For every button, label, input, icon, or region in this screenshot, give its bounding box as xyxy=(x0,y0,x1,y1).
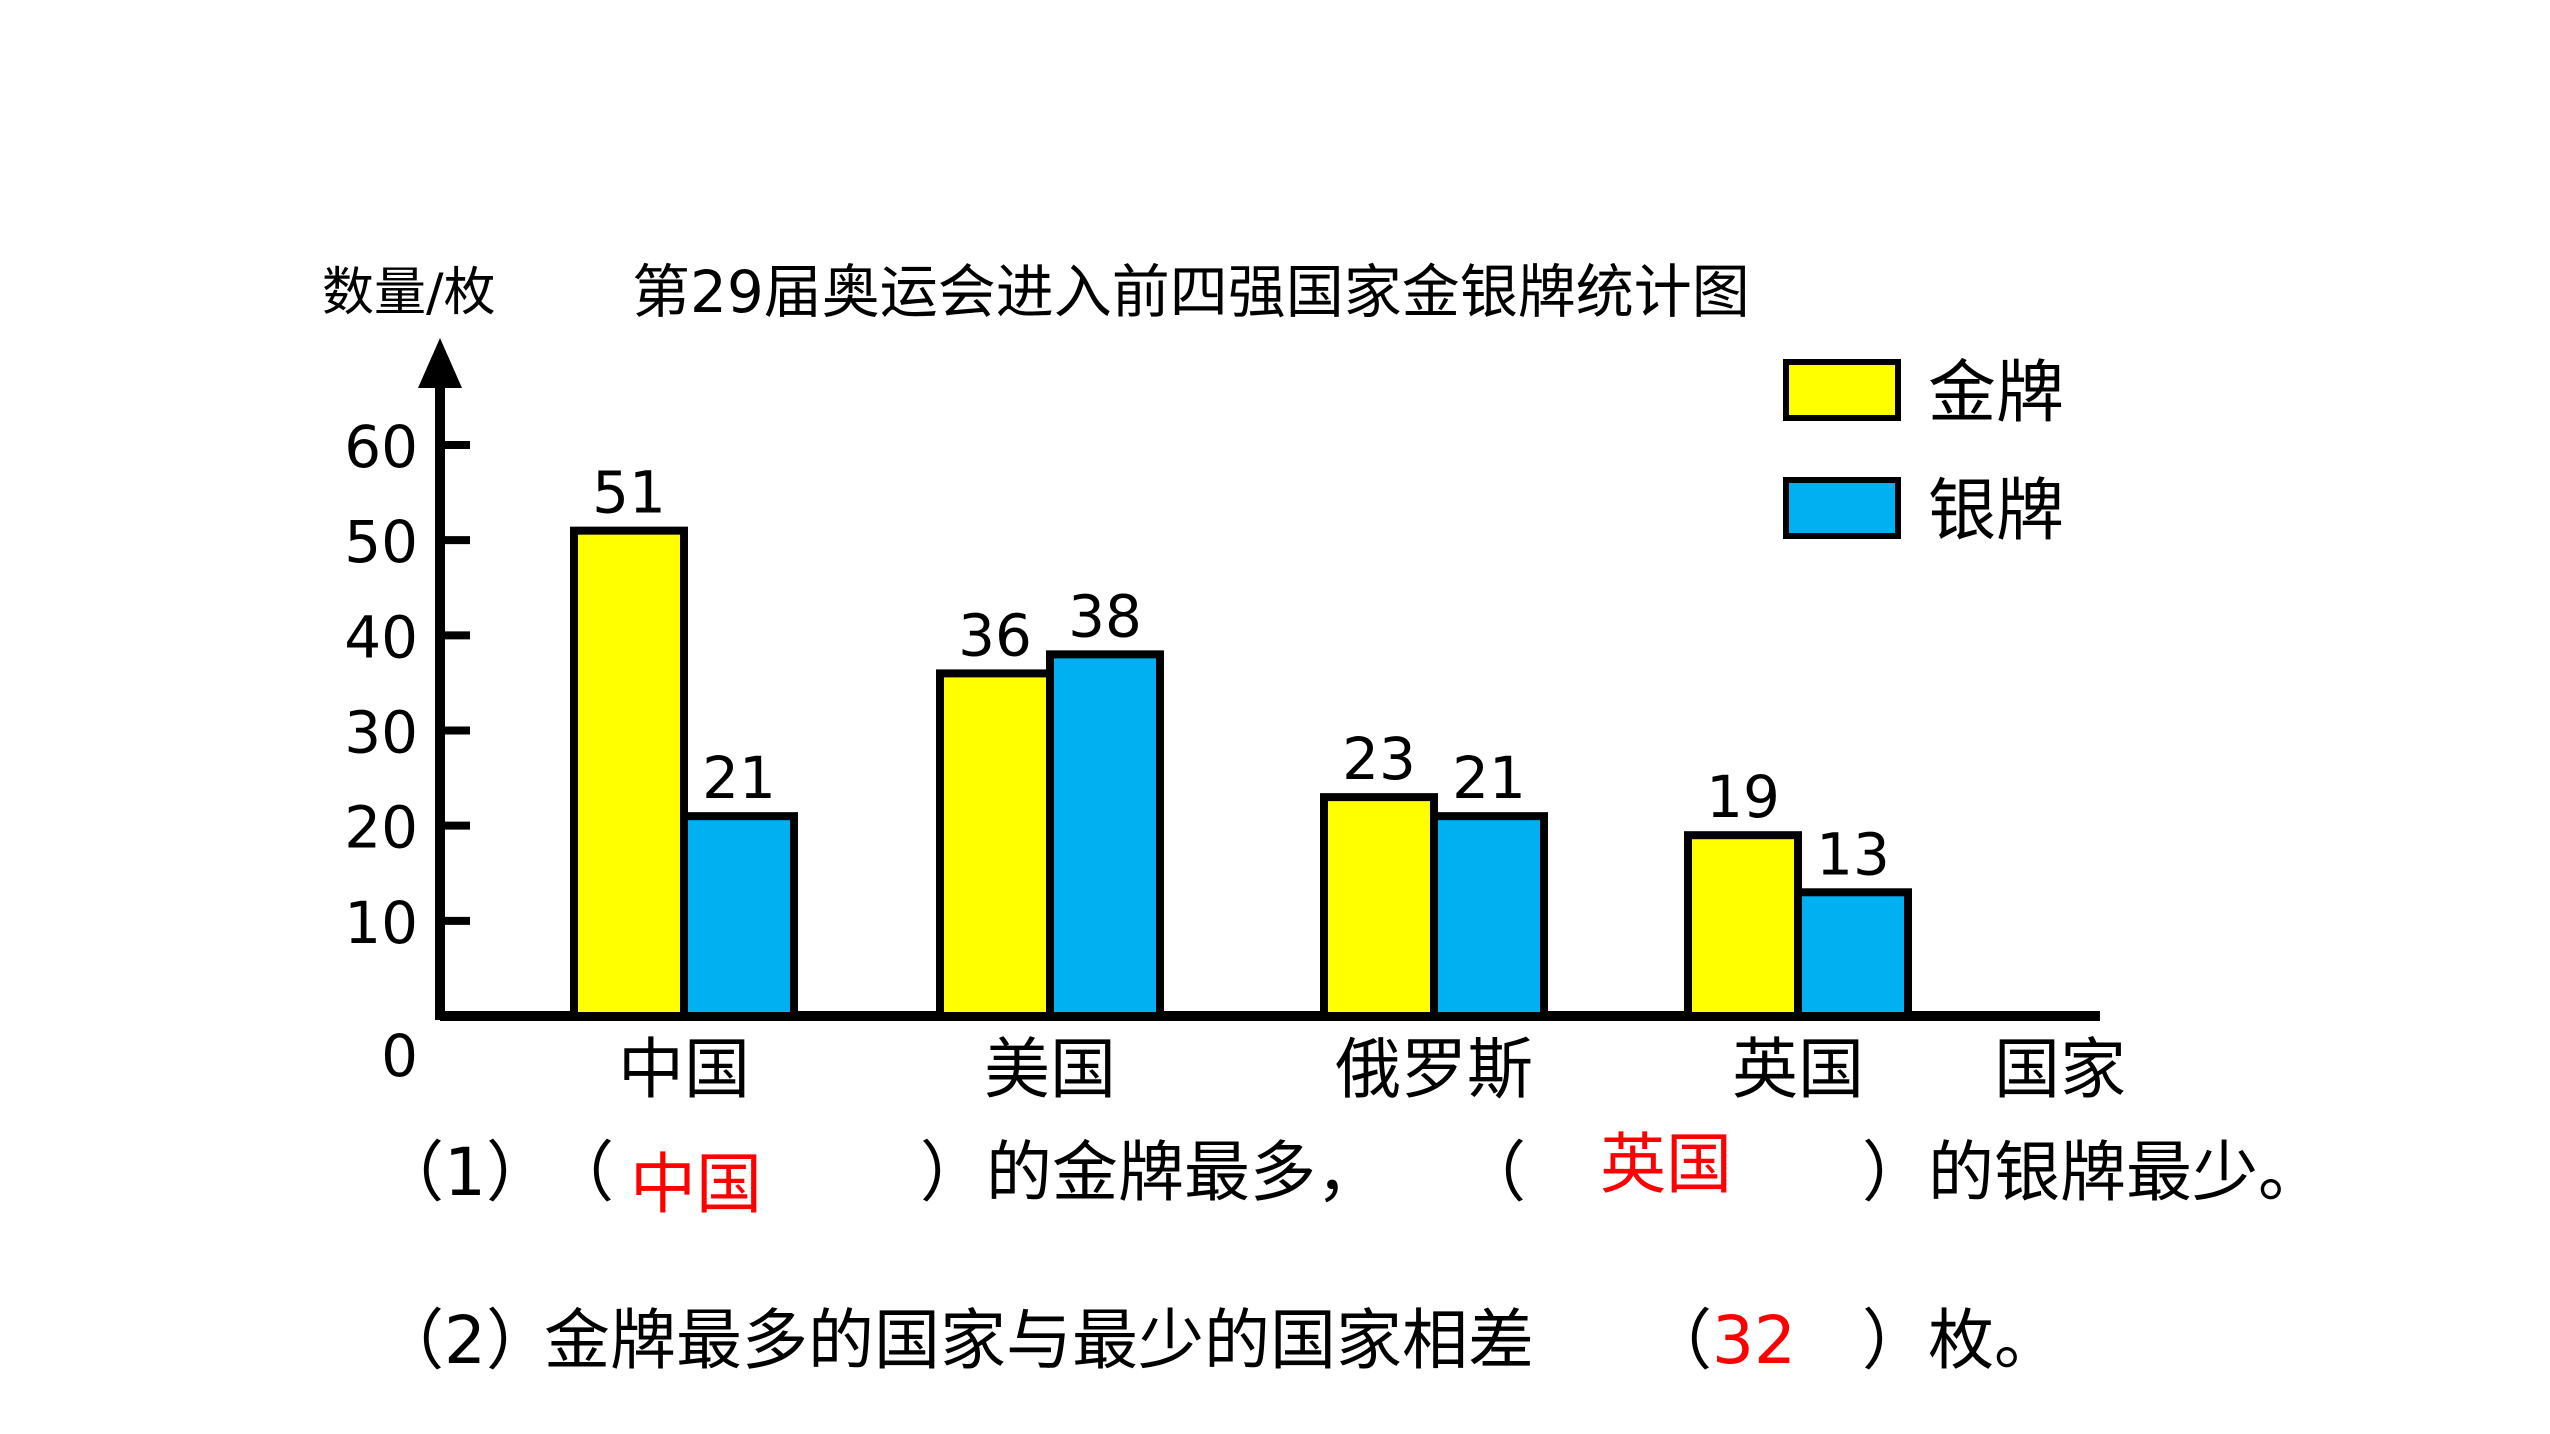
question-1-open-2: （ xyxy=(1460,1134,1526,1211)
question-1-close-1: ）的金牌最多， xyxy=(920,1134,1382,1211)
bar-silver xyxy=(1794,888,1912,1020)
question-2-open: （ xyxy=(1646,1302,1712,1379)
data-label: 23 xyxy=(1342,725,1416,793)
data-labels: 51 21 36 38 23 21 19 13 xyxy=(592,459,1890,889)
y-axis-unit-label: 数量/枚 xyxy=(322,263,496,323)
bar-gold xyxy=(1320,793,1438,1020)
data-label: 13 xyxy=(1816,820,1890,888)
data-label: 21 xyxy=(1452,744,1526,812)
legend-swatch xyxy=(1783,359,1901,421)
y-tick-label: 40 xyxy=(344,603,418,671)
question-2-close: ）枚。 xyxy=(1862,1302,2060,1379)
question-2-number: （2） xyxy=(378,1302,552,1379)
category-label: 美国 xyxy=(984,1031,1116,1108)
y-axis-ticks: 0 10 20 30 40 50 60 xyxy=(344,413,470,1090)
y-tick-label: 50 xyxy=(344,508,418,576)
data-label: 51 xyxy=(592,459,666,527)
data-label: 21 xyxy=(702,744,776,812)
legend-swatch xyxy=(1783,477,1901,539)
y-tick-label: 30 xyxy=(344,699,418,767)
category-label: 中国 xyxy=(618,1031,750,1108)
question-2-answer: 32 xyxy=(1712,1302,1796,1379)
bar-gold xyxy=(570,526,688,1021)
y-tick-label: 20 xyxy=(344,794,418,862)
category-label: 俄罗斯 xyxy=(1335,1031,1533,1108)
question-1-answer-2: 英国 xyxy=(1600,1126,1732,1203)
bars xyxy=(570,526,1912,1021)
x-axis-unit-label: 国家 xyxy=(1994,1031,2126,1108)
question-1-number: （1） xyxy=(378,1134,552,1211)
legend-label: 银牌 xyxy=(1928,472,2064,551)
y-tick-label: 0 xyxy=(381,1022,418,1090)
bar-gold xyxy=(1684,831,1802,1021)
bar-silver xyxy=(1046,650,1164,1020)
y-tick-label: 10 xyxy=(344,889,418,957)
category-label: 英国 xyxy=(1732,1031,1864,1108)
category-labels: 中国 美国 俄罗斯 英国 xyxy=(618,1031,1864,1108)
data-label: 36 xyxy=(958,601,1032,669)
question-1-answer-1: 中国 xyxy=(630,1146,762,1223)
question-1-close-2: ）的银牌最少。 xyxy=(1862,1134,2324,1211)
bar-silver xyxy=(1430,812,1548,1021)
chart-title: 第29届奥运会进入前四强国家金银牌统计图 xyxy=(632,258,1750,326)
question-2-text: 金牌最多的国家与最少的国家相差 xyxy=(544,1302,1534,1379)
question-1-open-1: （ xyxy=(548,1134,614,1211)
data-label: 38 xyxy=(1068,582,1142,650)
y-tick-label: 60 xyxy=(344,413,418,481)
legend-label: 金牌 xyxy=(1928,354,2064,433)
y-axis-arrow xyxy=(418,338,462,388)
bar-gold xyxy=(936,669,1054,1021)
bar-silver xyxy=(680,812,798,1021)
data-label: 19 xyxy=(1706,763,1780,831)
